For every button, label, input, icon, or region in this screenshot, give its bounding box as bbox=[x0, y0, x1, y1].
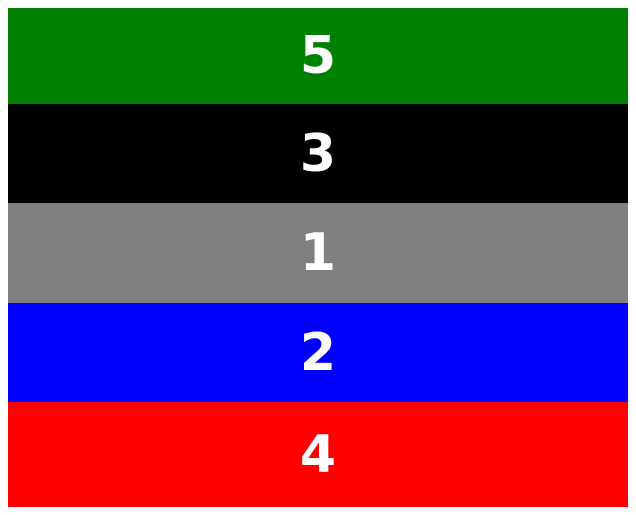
color-bar-list: 5 3 1 2 4 bbox=[8, 8, 628, 507]
bar-number-label: 1 bbox=[299, 223, 337, 283]
color-bar-red[interactable]: 4 bbox=[8, 402, 628, 507]
color-bar-gray[interactable]: 1 bbox=[8, 203, 628, 303]
color-bar-blue[interactable]: 2 bbox=[8, 303, 628, 402]
color-bar-black[interactable]: 3 bbox=[8, 104, 628, 203]
bar-number-label: 4 bbox=[299, 424, 337, 485]
bar-number-label: 3 bbox=[299, 123, 337, 184]
bar-number-label: 2 bbox=[299, 322, 337, 383]
color-bar-green[interactable]: 5 bbox=[8, 8, 628, 104]
bar-number-label: 5 bbox=[299, 26, 337, 86]
